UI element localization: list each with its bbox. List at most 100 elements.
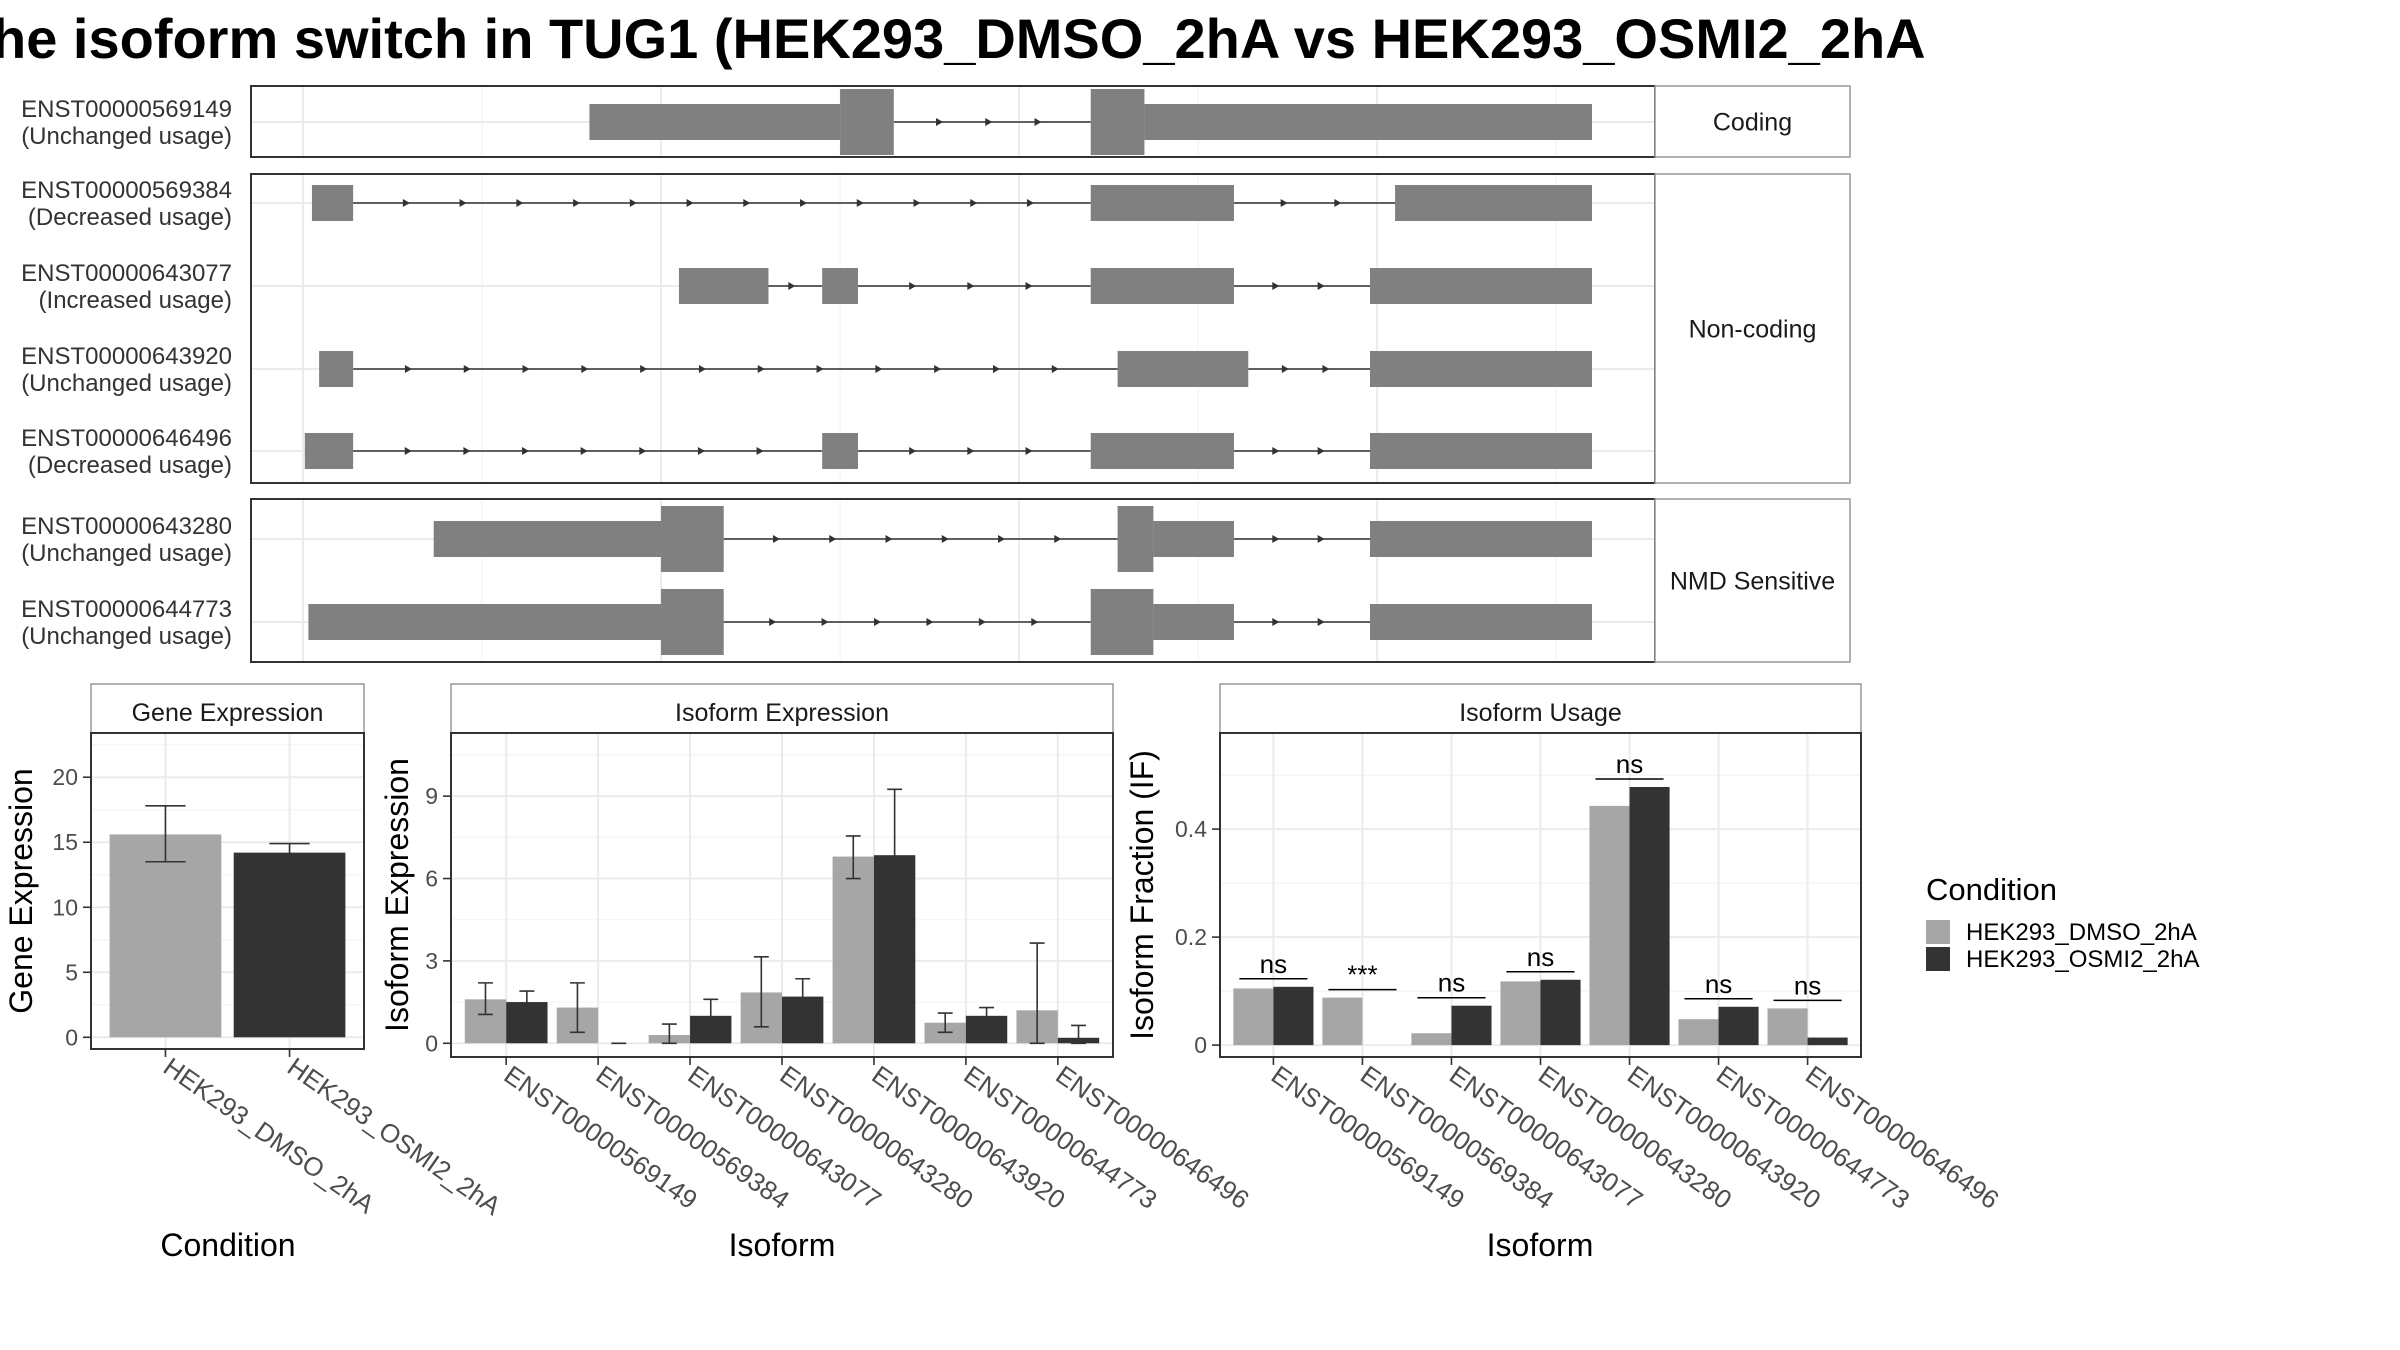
intron-arrow <box>1051 365 1059 373</box>
data-bar <box>1767 1008 1808 1046</box>
panel-strip <box>90 683 365 734</box>
intron-arrow <box>967 447 975 455</box>
intron-arrow <box>970 199 978 207</box>
error-bar <box>145 805 186 863</box>
figure-title: he isoform switch in TUG1 (HEK293_DMSO_2… <box>0 7 1926 70</box>
panel-title: Isoform Expression <box>675 699 889 727</box>
intron-arrow <box>516 199 524 207</box>
intron-arrow <box>1334 199 1342 207</box>
intron-arrow <box>1025 282 1033 290</box>
significance-label: ns <box>1616 749 1643 779</box>
panel-strip <box>1654 173 1851 484</box>
intron-arrow <box>580 447 588 455</box>
intron-arrow <box>757 365 765 373</box>
error-bar <box>661 1023 677 1045</box>
intron-arrow <box>463 365 471 373</box>
intron-arrow <box>1281 365 1289 373</box>
legend-label: HEK293_OSMI2_2hA <box>1966 946 2199 973</box>
intron-arrow <box>856 199 864 207</box>
data-bar <box>1540 979 1581 1046</box>
significance-label: ns <box>1794 970 1821 1000</box>
intron-arrow <box>821 618 829 626</box>
intron-arrow <box>967 282 975 290</box>
intron-arrow <box>909 447 917 455</box>
panel-strip <box>1219 683 1862 734</box>
exon-block <box>661 589 724 655</box>
data-bar <box>1322 997 1363 1046</box>
intron-arrow <box>926 618 934 626</box>
significance-label: ns <box>1438 968 1465 998</box>
panel-title: Gene Expression <box>132 699 324 727</box>
legend-swatch <box>1926 920 1950 944</box>
y-tick-label: 5 <box>65 959 78 985</box>
error-bar <box>1029 942 1045 1045</box>
intron-arrow <box>913 199 921 207</box>
y-tick-label: 0.4 <box>1175 816 1207 842</box>
exon-block <box>822 433 858 469</box>
data-bar <box>1589 805 1630 1046</box>
isoform-id-label: ENST00000644773 <box>21 596 232 623</box>
error-bar <box>703 998 719 1034</box>
intron-arrow <box>934 365 942 373</box>
intron-arrow <box>1317 535 1325 543</box>
panel-strip <box>1654 85 1851 158</box>
y-tick-label: 0 <box>425 1030 438 1056</box>
intron-arrow <box>640 365 648 373</box>
intron-arrow <box>998 535 1006 543</box>
error-bar <box>269 842 310 862</box>
intron-arrow <box>978 618 986 626</box>
intron-arrow <box>581 365 589 373</box>
panel-title: Isoform Usage <box>1459 699 1622 727</box>
intron-arrow <box>1317 282 1325 290</box>
isoform-id-label: ENST00000569149 <box>21 96 232 123</box>
intron-arrow <box>573 199 581 207</box>
panel-strip <box>450 683 1114 734</box>
exon-block <box>1370 351 1592 387</box>
error-bar <box>937 1012 953 1034</box>
intron-arrow <box>816 365 824 373</box>
significance-label: ns <box>1705 969 1732 999</box>
intron-arrow <box>743 199 751 207</box>
isoform-id-label: ENST00000569384 <box>21 177 232 204</box>
intron-arrow <box>788 282 796 290</box>
intron-arrow <box>404 447 412 455</box>
isoform-usage-label: (Unchanged usage) <box>21 123 232 150</box>
exon-block <box>1090 89 1145 155</box>
x-axis-title: Condition <box>160 1227 295 1263</box>
exon-block <box>1117 351 1249 387</box>
isoform-id-label: ENST00000643280 <box>21 513 232 540</box>
error-bar <box>1071 1024 1086 1045</box>
intron-arrow <box>909 282 917 290</box>
y-tick-label: 10 <box>52 894 78 920</box>
intron-arrow <box>402 199 410 207</box>
exon-block <box>311 185 354 221</box>
exon-block <box>678 268 769 304</box>
isoform-id-label: ENST00000646496 <box>21 425 232 452</box>
y-tick-label: 0.2 <box>1175 924 1207 950</box>
legend-swatch <box>1926 947 1950 971</box>
intron-arrow <box>1031 618 1039 626</box>
exon-block <box>1370 433 1592 469</box>
error-bar <box>887 788 903 921</box>
intron-arrow <box>769 618 777 626</box>
intron-arrow <box>697 447 705 455</box>
y-tick-label: 0 <box>1194 1032 1207 1058</box>
error-bar <box>979 1006 995 1025</box>
data-bar <box>1718 1006 1759 1046</box>
isoform-id-label: ENST00000643920 <box>21 343 232 370</box>
y-tick-label: 9 <box>425 783 438 809</box>
x-axis-title: Isoform <box>729 1227 836 1263</box>
intron-arrow <box>941 535 949 543</box>
data-bar <box>1807 1037 1848 1046</box>
data-bar <box>1273 986 1314 1046</box>
data-bar <box>1678 1019 1719 1046</box>
intron-arrow <box>698 365 706 373</box>
y-tick-label: 0 <box>65 1024 78 1050</box>
intron-arrow <box>1272 618 1280 626</box>
intron-arrow <box>1322 365 1330 373</box>
exon-block <box>1090 589 1154 655</box>
exon-block <box>1144 104 1592 140</box>
intron-arrow <box>992 365 1000 373</box>
